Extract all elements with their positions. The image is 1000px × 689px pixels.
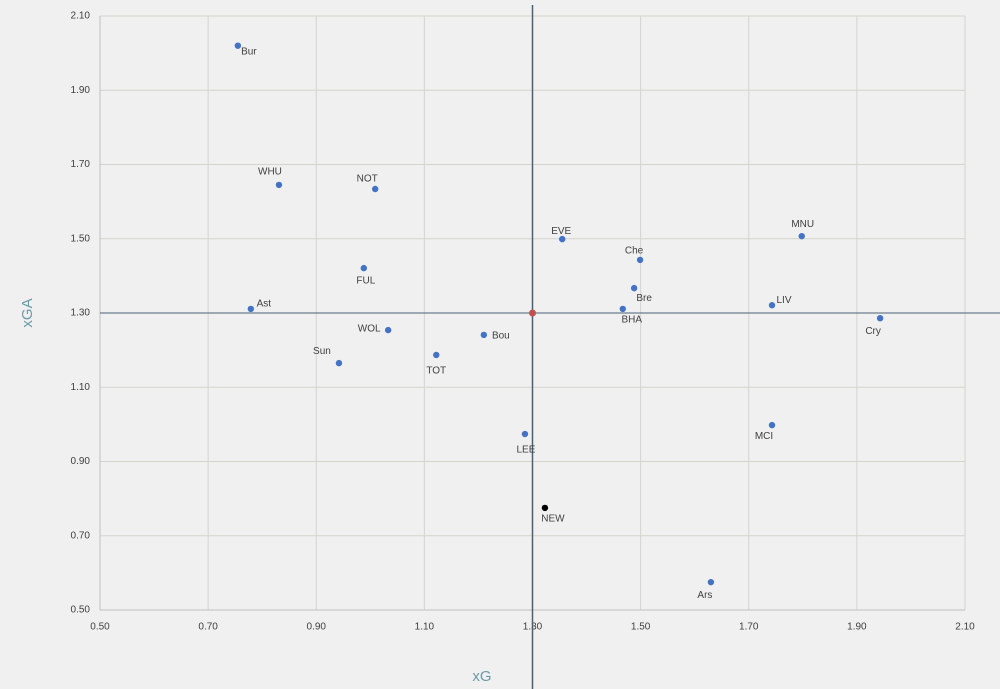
x-tick-label: 1.50 <box>631 622 651 633</box>
y-tick-label: 0.70 <box>71 530 91 541</box>
point-label: Ars <box>697 590 712 601</box>
point <box>707 578 715 586</box>
point-label: Bou <box>492 331 510 342</box>
point-label: BHA <box>622 315 643 326</box>
point <box>371 185 379 193</box>
point <box>360 264 368 272</box>
x-tick-label: 1.10 <box>415 622 435 633</box>
y-tick-label: 0.90 <box>71 456 91 467</box>
point <box>798 232 805 240</box>
point-label: WHU <box>258 167 282 178</box>
x-tick-label: 0.50 <box>90 622 110 633</box>
point-label: MNU <box>791 219 814 230</box>
point-label: Sun <box>313 346 331 357</box>
point-label: Bre <box>636 293 652 304</box>
y-tick-label: 1.10 <box>71 382 91 393</box>
point-label: MCI <box>755 431 773 442</box>
y-tick-label: 1.90 <box>71 85 91 96</box>
point-label: Ast <box>257 299 272 310</box>
point <box>275 181 283 189</box>
y-tick-label: 2.10 <box>71 11 91 22</box>
point <box>541 504 549 512</box>
point-label: LEE <box>516 445 535 456</box>
point <box>521 430 529 438</box>
point-label: TOT <box>426 366 446 377</box>
point <box>630 284 638 292</box>
y-tick-label: 0.50 <box>71 605 91 616</box>
point-label: Bur <box>241 46 257 57</box>
y-tick-label: 1.30 <box>71 308 91 319</box>
point-label: WOL <box>358 324 381 335</box>
point <box>480 331 488 339</box>
point-label: LIV <box>776 295 791 306</box>
point <box>433 351 440 359</box>
reference-point <box>529 309 536 317</box>
point <box>876 314 884 322</box>
point <box>636 256 644 264</box>
x-tick-label: 2.10 <box>955 622 975 633</box>
point <box>247 305 255 313</box>
x-tick-label: 1.90 <box>847 622 867 633</box>
point <box>559 235 566 243</box>
point <box>234 42 242 49</box>
x-tick-label: 0.70 <box>198 622 218 633</box>
point-label: FUL <box>356 276 375 287</box>
point-label: Che <box>625 246 644 257</box>
x-tick-label: 1.70 <box>739 622 759 633</box>
point-label: Cry <box>865 326 881 337</box>
point <box>768 421 776 429</box>
x-tick-label: 0.90 <box>307 622 327 633</box>
y-tick-label: 1.70 <box>71 159 91 170</box>
point-label: NOT <box>357 174 378 185</box>
point <box>768 302 776 309</box>
point-label: EVE <box>551 226 571 237</box>
point <box>619 305 626 313</box>
y-tick-label: 1.50 <box>71 233 91 244</box>
y-axis-label: xGA <box>19 298 36 327</box>
x-axis-label: xG <box>472 668 491 685</box>
point-label: NEW <box>541 514 565 525</box>
point <box>384 326 392 334</box>
point <box>335 359 343 367</box>
